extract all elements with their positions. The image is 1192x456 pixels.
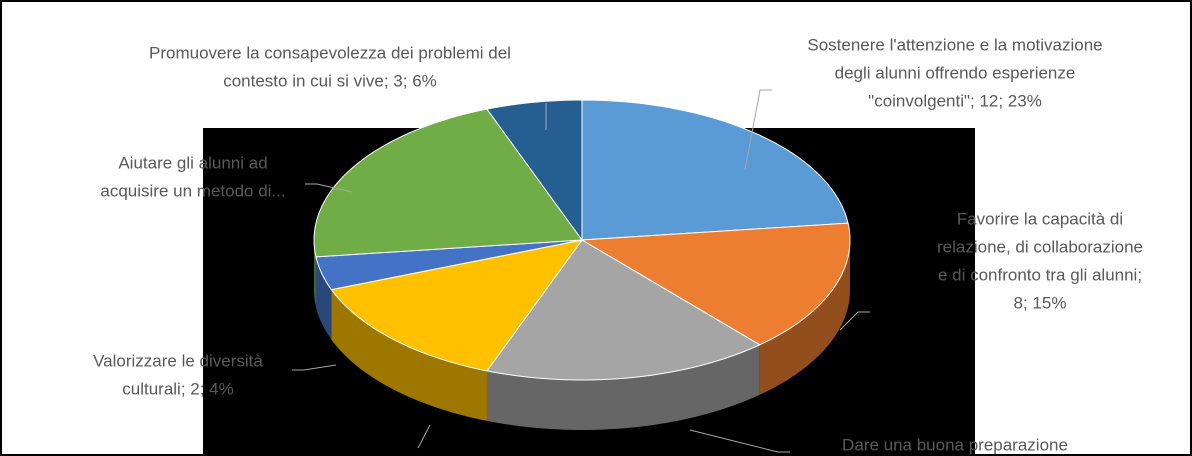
slice-side [331, 289, 487, 421]
leader-line [292, 364, 337, 371]
labels: Sostenere l'attenzione e la motivazione d… [93, 35, 1143, 454]
slice-side [759, 240, 850, 395]
leader-line [305, 183, 353, 193]
data-label: Aiutare gli alunni ad [118, 153, 267, 172]
slice [313, 108, 583, 258]
slice [315, 239, 583, 291]
leader-lines [292, 89, 870, 453]
data-label: Promuovere la consapevolezza dei problem… [149, 43, 511, 62]
slice [486, 99, 583, 242]
data-label: contesto in cui si vive; 3; 6% [223, 71, 437, 90]
data-label: 8; 15% [1014, 293, 1067, 312]
data-label: culturali; 2; 4% [122, 379, 234, 398]
data-label: "coinvolgenti"; 12; 23% [868, 91, 1042, 110]
data-label: relazione, di collaborazione [937, 237, 1143, 256]
data-label: acquisire un metodo di... [100, 181, 285, 200]
leader-line [839, 311, 870, 331]
slice [486, 239, 761, 381]
slice-side [486, 344, 760, 430]
data-label: Favorire la capacità di [957, 209, 1123, 228]
data-label: e di confronto tra gli alunni; [938, 265, 1142, 284]
data-label: Dare una buona preparazione [842, 435, 1068, 454]
leader-line [417, 424, 431, 449]
leader-line [744, 89, 772, 171]
data-label: degli alunni offrendo esperienze [835, 63, 1076, 82]
slice [580, 222, 851, 346]
pie [313, 99, 851, 430]
slice [581, 99, 849, 241]
slice-side [315, 256, 332, 340]
slice [330, 239, 584, 372]
data-label: Sostenere l'attenzione e la motivazione [807, 35, 1102, 54]
leader-line [689, 429, 790, 453]
data-label: Valorizzare le diversità [93, 351, 263, 370]
